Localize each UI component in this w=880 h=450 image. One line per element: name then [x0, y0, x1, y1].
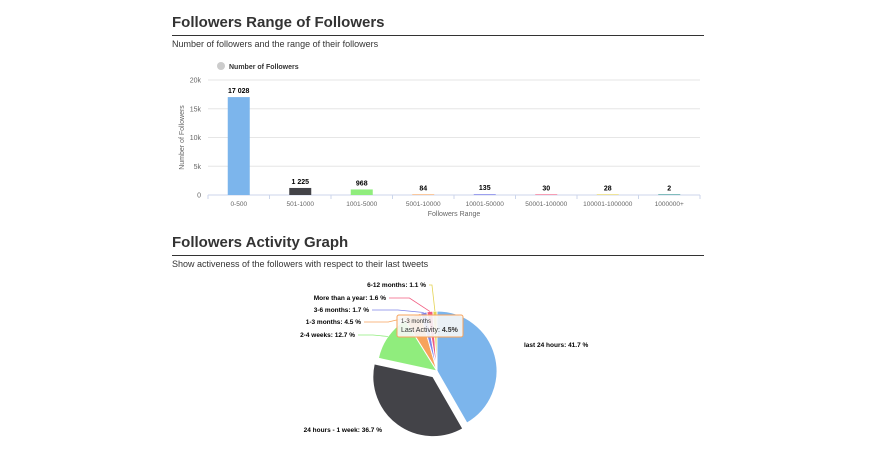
x-tick-label: 100001-1000000	[583, 201, 633, 208]
y-tick-label: 10k	[190, 135, 202, 142]
pie-section-subtitle: Show activeness of the followers with re…	[172, 259, 429, 269]
x-tick-label: 501-1000	[287, 201, 315, 208]
pie-data-label: last 24 hours: 41.7 %	[524, 342, 589, 349]
pie-data-label: 6-12 months: 1.1 %	[367, 282, 426, 289]
bar-501-1000[interactable]	[289, 187, 312, 195]
y-tick-label: 15k	[190, 106, 202, 113]
pie-slice-24-hours-1-week[interactable]	[372, 363, 464, 438]
bar-value-label: 17 028	[228, 88, 250, 95]
tooltip-separator: :	[438, 327, 442, 334]
legend-marker	[217, 62, 225, 70]
bar-0-500[interactable]	[227, 97, 250, 195]
bar-value-label: 30	[542, 185, 550, 192]
pie-data-label: More than a year: 1.6 %	[314, 295, 386, 302]
bar-value-label: 28	[604, 185, 612, 192]
x-tick-label: 10001-50000	[466, 201, 505, 208]
tooltip-title: 1-3 months	[401, 319, 431, 325]
chart-legend[interactable]: Number of Followers	[217, 62, 299, 71]
bar-chart: Number of Followers Number of Followers …	[179, 62, 701, 218]
pie-section-title: Followers Activity Graph	[172, 234, 704, 256]
bar-section-subtitle: Number of followers and the range of the…	[172, 39, 379, 49]
pie-chart: last 24 hours: 41.7 % 24 hours - 1 week: …	[300, 282, 589, 438]
pie-slice-last-24-hours[interactable]	[436, 310, 498, 424]
bar-1001-5000[interactable]	[350, 189, 373, 195]
pie-connector	[372, 309, 424, 313]
y-tick-label: 5k	[194, 164, 202, 171]
tooltip-series: Last Activity	[401, 327, 438, 334]
bar-value-label: 1 225	[291, 179, 309, 186]
bar-value-label: 2	[667, 185, 671, 192]
tooltip-body: Last Activity: 4.5%	[401, 327, 459, 334]
y-axis-title: Number of Followers	[179, 105, 186, 170]
y-tick-label: 20k	[190, 78, 202, 85]
x-tick-label: 5001-10000	[406, 201, 441, 208]
bar-section-title: Followers Range of Followers	[172, 14, 704, 36]
x-tick-label: 50001-100000	[525, 201, 567, 208]
pie-connector	[358, 334, 388, 337]
bar-value-label: 84	[419, 185, 427, 192]
bar-100001-1000000[interactable]	[596, 194, 619, 195]
pie-tooltip: 1-3 months Last Activity: 4.5%	[396, 314, 464, 338]
y-tick-label: 0	[197, 193, 201, 200]
pie-data-label: 1-3 months: 4.5 %	[306, 319, 361, 326]
bar-1000000+[interactable]	[658, 194, 681, 195]
tooltip-value: 4.5%	[442, 327, 459, 334]
x-axis-title: Followers Range	[428, 211, 481, 218]
tooltip-box	[396, 314, 464, 338]
pie-data-label: 3-6 months: 1.7 %	[314, 307, 369, 314]
pie-connector	[389, 297, 431, 312]
bar-value-label: 968	[356, 180, 368, 187]
x-tick-label: 1000000+	[655, 201, 684, 208]
bar-10001-50000[interactable]	[473, 194, 496, 195]
pie-data-label: 2-4 weeks: 12.7 %	[300, 332, 355, 339]
pie-connector	[429, 284, 436, 312]
pie-data-label: 24 hours - 1 week: 36.7 %	[304, 427, 383, 434]
bar-50001-100000[interactable]	[535, 194, 558, 195]
x-tick-label: 1001-5000	[346, 201, 377, 208]
x-tick-label: 0-500	[230, 201, 247, 208]
bar-value-label: 135	[479, 185, 491, 192]
bar-5001-10000[interactable]	[412, 194, 435, 195]
legend-label: Number of Followers	[229, 64, 299, 71]
